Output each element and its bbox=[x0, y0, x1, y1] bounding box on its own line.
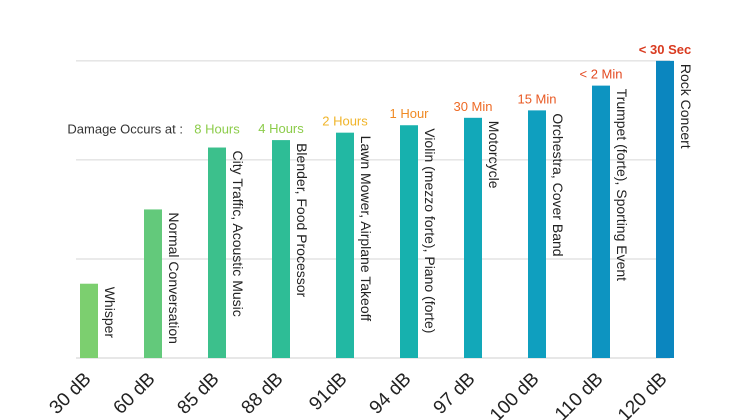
sound-label-0: Whisper bbox=[102, 287, 118, 339]
sound-label-9: Rock Concert bbox=[678, 64, 694, 149]
bar-1 bbox=[144, 209, 162, 358]
bar-2 bbox=[208, 147, 226, 358]
bar-4 bbox=[336, 132, 354, 358]
gridlines bbox=[76, 60, 670, 359]
damage-time-5: 1 Hour bbox=[389, 106, 429, 121]
tick-label-6: 97 dB bbox=[430, 369, 480, 419]
sound-label-1: Normal Conversation bbox=[166, 212, 182, 344]
damage-time-8: < 2 Min bbox=[580, 67, 623, 82]
damage-prefix-label: Damage Occurs at : bbox=[67, 122, 183, 137]
x-tick-labels: 30 dB 60 dB 85 dB 88 dB 91dB 94 dB 97 dB 100 dB… bbox=[46, 369, 672, 420]
sound-label-6: Motorcycle bbox=[486, 121, 502, 189]
tick-label-9: 120 dB bbox=[614, 369, 671, 420]
damage-time-6: 30 Min bbox=[453, 99, 492, 114]
damage-time-3: 4 Hours bbox=[258, 121, 304, 136]
bar-0 bbox=[80, 283, 98, 358]
bar-6 bbox=[464, 117, 482, 358]
sound-label-3: Blender, Food Processor bbox=[294, 143, 310, 297]
bar-3 bbox=[272, 140, 290, 358]
tick-label-5: 94 dB bbox=[366, 369, 416, 419]
sound-label-5: Violin (mezzo forte), Piano (forte) bbox=[422, 128, 438, 333]
bars bbox=[80, 60, 674, 358]
sound-label-7: Orchestra, Cover Band bbox=[550, 113, 566, 256]
sound-label-2: City Traffic, Acoustic Music bbox=[230, 151, 246, 317]
damage-time-2: 8 Hours bbox=[194, 122, 240, 137]
damage-time-9: < 30 Sec bbox=[639, 42, 691, 57]
sound-label-4: Lawn Mower, Airplane Takeoff bbox=[358, 136, 374, 322]
tick-label-1: 60 dB bbox=[110, 369, 160, 419]
tick-label-7: 100 dB bbox=[486, 369, 543, 420]
tick-label-0: 30 dB bbox=[46, 369, 96, 419]
bar-7 bbox=[528, 110, 546, 358]
tick-label-2: 85 dB bbox=[174, 369, 224, 419]
tick-label-8: 110 dB bbox=[551, 369, 607, 420]
damage-time-4: 2 Hours bbox=[322, 114, 368, 129]
bar-8 bbox=[592, 85, 610, 358]
bar-9 bbox=[656, 60, 674, 358]
bar-5 bbox=[400, 125, 418, 358]
tick-label-3: 88 dB bbox=[238, 369, 288, 419]
damage-time-7: 15 Min bbox=[517, 91, 556, 106]
tick-label-4: 91dB bbox=[305, 369, 351, 415]
sound-label-8: Trumpet (forte), Sporting Event bbox=[614, 89, 630, 282]
bar-labels: Whisper Normal Conversation City Traffic, … bbox=[102, 42, 694, 344]
